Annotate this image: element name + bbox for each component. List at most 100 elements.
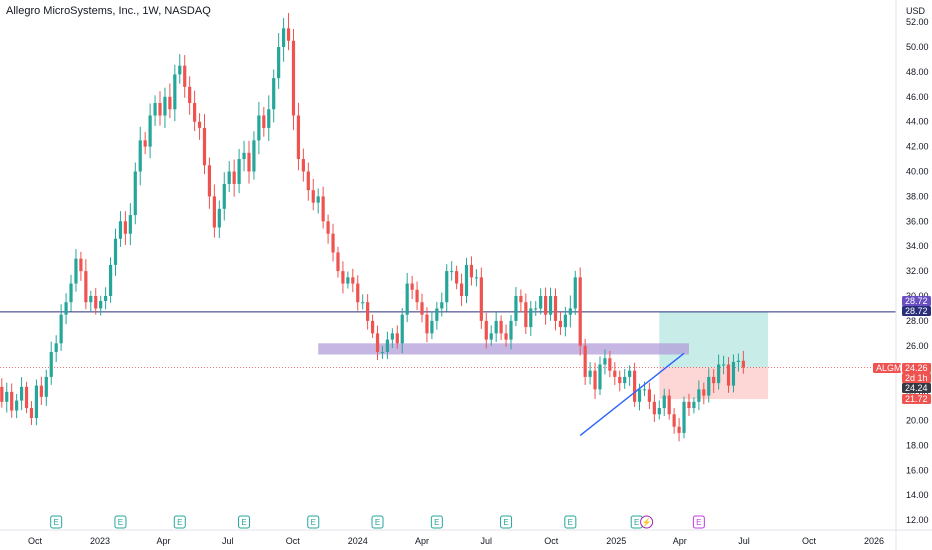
earnings-marker[interactable]: E <box>692 515 705 529</box>
candle-body <box>544 296 548 315</box>
price-tag-bg <box>902 383 931 393</box>
candle <box>29 401 34 425</box>
price-tick-label: 26.00 <box>906 341 929 351</box>
candle <box>148 103 152 159</box>
candle-body <box>128 215 132 234</box>
earnings-marker[interactable]: E <box>50 515 63 529</box>
candle-body <box>736 360 741 362</box>
price-tick-label: 38.00 <box>906 191 929 201</box>
price-tick-label: 48.00 <box>906 67 929 77</box>
candle-body <box>548 296 553 315</box>
candle-body <box>702 389 706 396</box>
candle-body <box>553 296 558 321</box>
price-tick-label: 46.00 <box>906 92 929 102</box>
horizontal-lines[interactable] <box>0 311 896 368</box>
candle-body <box>608 358 612 371</box>
candle-body <box>578 277 582 346</box>
dividend-marker[interactable]: ⚡ <box>640 515 654 529</box>
price-tick-label: 20.00 <box>906 416 929 426</box>
candle-body <box>370 320 375 334</box>
candle <box>262 106 266 137</box>
candle <box>425 307 429 343</box>
time-tick-label: Apr <box>415 536 429 546</box>
candle <box>24 381 29 414</box>
zone-rect[interactable] <box>318 343 689 355</box>
earnings-marker[interactable]: E <box>173 515 186 529</box>
price-tick-label: 12.00 <box>906 515 929 525</box>
marker-badge <box>173 515 186 529</box>
candle <box>193 90 197 132</box>
earnings-marker[interactable]: E <box>307 515 320 529</box>
candle <box>459 273 464 306</box>
candle-body <box>341 271 345 284</box>
candle-body <box>400 314 404 344</box>
candle-body <box>514 296 518 321</box>
marker-badge <box>692 515 705 529</box>
earnings-marker[interactable]: E <box>238 515 251 529</box>
candle-body <box>662 395 666 409</box>
time-tick-label: Oct <box>802 536 817 546</box>
candle <box>687 393 691 417</box>
candle <box>375 325 380 360</box>
candle-body <box>440 302 444 309</box>
candle <box>464 257 469 304</box>
support-zone[interactable] <box>318 343 689 355</box>
candle-body <box>326 221 330 234</box>
price-tick-label: 32.00 <box>906 266 929 276</box>
candle <box>84 259 88 310</box>
candle-body <box>637 389 642 402</box>
marker-label: E <box>241 518 246 527</box>
time-tick-label: Oct <box>544 536 559 546</box>
candle-body <box>410 283 414 290</box>
candle-body <box>10 391 14 411</box>
candle-body <box>430 320 434 334</box>
candle <box>10 383 14 418</box>
candle-body <box>39 385 43 397</box>
currency-label: USD <box>906 6 926 16</box>
candle <box>504 324 508 347</box>
candle <box>385 331 390 360</box>
price-tag: 24.26 <box>902 363 931 373</box>
candle <box>361 294 365 310</box>
candle-body <box>593 370 597 390</box>
candle <box>514 287 518 327</box>
candle <box>553 288 558 331</box>
trendline[interactable] <box>579 352 685 436</box>
candle-body <box>657 408 661 415</box>
candle-body <box>212 196 216 228</box>
candle <box>628 365 632 386</box>
candle <box>153 95 157 126</box>
candle <box>291 28 296 131</box>
earnings-marker[interactable]: E <box>500 515 513 529</box>
price-axis[interactable]: USD 12.0014.0016.0018.0020.0022.0024.002… <box>906 6 929 525</box>
candle <box>534 301 538 316</box>
earnings-marker[interactable]: E <box>430 515 443 529</box>
earnings-markers[interactable]: E E E E E E E E E E ⚡ E <box>50 515 705 529</box>
candle-body <box>104 296 108 301</box>
candle <box>197 113 202 140</box>
earnings-marker[interactable]: E <box>564 515 577 529</box>
candle <box>380 345 385 359</box>
candle <box>123 211 127 245</box>
candle-body <box>227 171 231 184</box>
candle <box>400 308 404 354</box>
time-tick-label: Jul <box>222 536 234 546</box>
trendline-line[interactable] <box>579 352 685 436</box>
candle <box>578 267 582 356</box>
price-tag-label: 2d 1h <box>905 373 928 383</box>
marker-badge <box>50 515 63 529</box>
price-tick-label: 42.00 <box>906 142 929 152</box>
time-axis[interactable]: Oct 2023 Apr Jul Oct 2024 Apr Jul Oct 2025 Apr Jul O… <box>28 536 884 546</box>
candle <box>286 12 291 51</box>
candle-body <box>529 308 533 328</box>
price-tag: 28.72 <box>902 296 931 306</box>
candle-body <box>163 96 167 116</box>
earnings-marker[interactable]: E <box>114 515 127 529</box>
marker-badge <box>500 515 513 529</box>
candle-body <box>49 352 53 377</box>
marker-label: E <box>503 518 508 527</box>
candle-body <box>721 364 726 366</box>
earnings-marker[interactable]: E <box>371 515 384 529</box>
candle <box>34 379 39 426</box>
